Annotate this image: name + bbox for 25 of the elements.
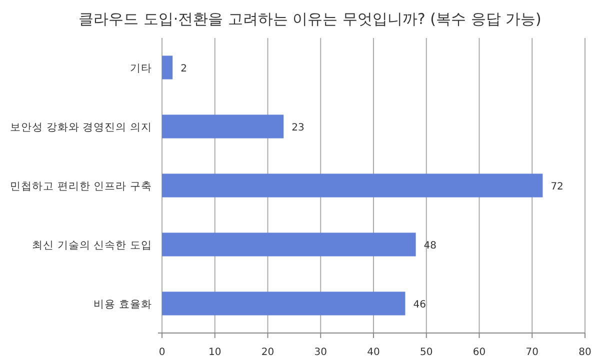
data-label: 23	[292, 122, 304, 134]
x-tick-label: 10	[208, 347, 222, 358]
data-label: 46	[413, 300, 426, 310]
bar	[162, 292, 406, 316]
chart-title: 클라우드 도입·전환을 고려하는 이유는 무엇입니까? (복수 응답 가능)	[78, 10, 542, 28]
x-tick-label: 0	[158, 347, 166, 358]
bar	[162, 232, 416, 256]
data-label: 72	[550, 182, 564, 192]
y-tick-label: 최신 기술의 신속한 도입	[32, 240, 152, 252]
x-tick-label: 80	[578, 347, 592, 358]
y-tick-label: 기타	[130, 62, 152, 74]
x-tick-label: 60	[472, 347, 486, 358]
data-label: 48	[424, 240, 437, 252]
y-tick-label: 민첩하고 편리한 인프라 구축	[10, 180, 152, 192]
x-tick-label: 20	[261, 347, 274, 358]
bar	[162, 114, 284, 138]
x-tick-label: 30	[314, 347, 327, 358]
bar	[162, 174, 543, 198]
x-tick-label: 70	[526, 347, 538, 358]
y-tick-label: 비용 효율화	[94, 298, 152, 310]
x-tick-label: 50	[420, 347, 433, 358]
bar	[162, 56, 173, 80]
data-label: 2	[180, 64, 187, 74]
y-tick-label: 보안성 강화와 경영진의 의지	[10, 122, 152, 134]
x-tick-label: 40	[367, 347, 380, 358]
